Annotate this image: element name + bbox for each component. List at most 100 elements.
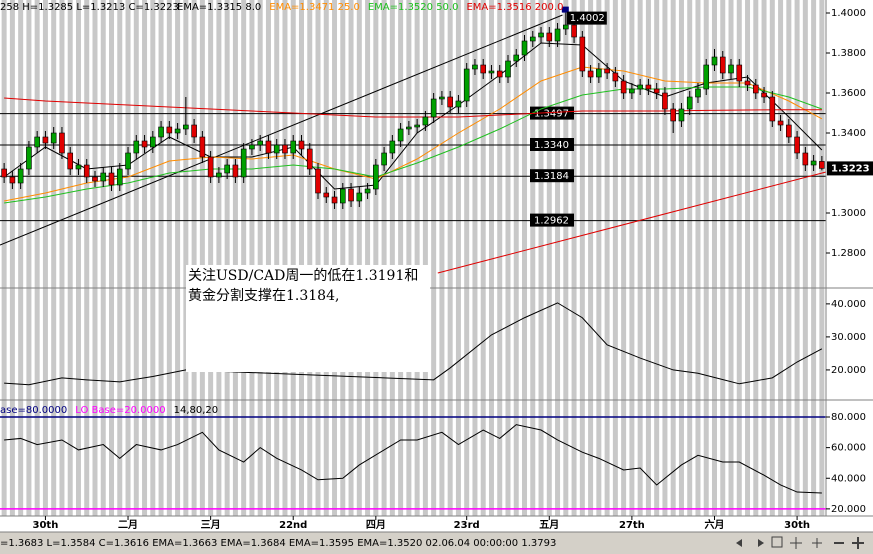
stripe (522, 0, 528, 516)
stripe (332, 0, 338, 516)
candle-body (538, 32, 544, 38)
stripe (59, 0, 65, 516)
stripe (678, 0, 684, 516)
candle-body (216, 172, 222, 178)
indicator-line (4, 424, 822, 494)
stripe (579, 0, 585, 516)
candle-body (389, 140, 396, 154)
zoom-icon[interactable] (771, 536, 783, 548)
annotation-text: 黄金分割支撑在1.3184, (188, 287, 339, 304)
candle-body (50, 132, 57, 144)
stripe (761, 0, 767, 516)
candle-body (744, 80, 751, 86)
stripe (447, 0, 453, 516)
stripe (819, 0, 825, 516)
candle-body (761, 92, 767, 98)
candle-body (662, 92, 668, 110)
stripe (571, 0, 577, 516)
stripe (745, 0, 751, 516)
stripe (232, 0, 238, 516)
x-tick-label: 二月 (118, 519, 138, 531)
candle-body (298, 140, 305, 150)
ema-line (4, 86, 823, 204)
annotation-text: 关注USD/CAD周一的低在1.3191和 (188, 268, 418, 284)
stripe (588, 0, 594, 516)
status-background (0, 532, 873, 554)
stripe (794, 0, 800, 516)
stripe (42, 0, 48, 516)
stripe (406, 0, 412, 516)
ema-line (4, 97, 822, 118)
candle-body (719, 56, 726, 74)
candle-body (356, 192, 363, 202)
stripe (480, 0, 486, 516)
candle-body (150, 136, 156, 148)
stripe (356, 0, 362, 516)
candle-body (455, 100, 462, 108)
stripe (662, 0, 668, 516)
candle-body (786, 124, 792, 138)
stripe (778, 0, 784, 516)
candle-body (422, 116, 429, 126)
stripe (84, 0, 90, 516)
stripe (687, 0, 693, 516)
candle-body (348, 188, 354, 202)
candle-body (686, 96, 693, 110)
zoom-in-icon[interactable] (852, 537, 864, 549)
ema-label: EMA=1.3516 200.0 (466, 2, 563, 13)
status-bar: =1.3683 L=1.3584 C=1.3616 EMA=1.3663 EMA… (0, 531, 873, 554)
candle-body (133, 140, 140, 154)
candle-body (472, 64, 478, 70)
stripe (298, 0, 304, 516)
candle-body (306, 148, 313, 170)
stripe (208, 0, 214, 516)
candle-body (17, 168, 24, 184)
stripe (703, 0, 709, 516)
candle-body (430, 98, 437, 118)
stripe (75, 0, 81, 516)
stripe (455, 0, 461, 516)
x-tick-label: 四月 (366, 519, 386, 531)
high-label-box (566, 11, 607, 25)
candle-body (67, 152, 74, 170)
stripe (513, 0, 519, 516)
stripe (389, 0, 395, 516)
scroll-right-icon[interactable] (758, 539, 764, 547)
stripe (736, 0, 742, 516)
stripe (249, 0, 255, 516)
y-tick-label: 1.3600 (831, 88, 866, 99)
stripe (323, 0, 329, 516)
candle-body (653, 88, 660, 94)
candle-body (579, 36, 586, 72)
candle-body (612, 72, 619, 82)
candle-body (323, 192, 330, 198)
candle-body (703, 64, 710, 90)
scroll-left-icon[interactable] (736, 539, 742, 547)
add-icon[interactable] (812, 538, 822, 548)
stripe (340, 0, 346, 516)
stripe (811, 0, 817, 516)
candle-body (174, 128, 181, 134)
candle-body (364, 188, 371, 194)
ema-label: EMA=1.3520 50.0 (368, 2, 459, 13)
header: 258 H=1.3285 L=1.3213 C=1.3223 EMA=1.331… (0, 2, 563, 416)
candle-body (678, 108, 685, 122)
x-tick-label: 三月 (201, 519, 221, 531)
stripe (596, 0, 602, 516)
candle-body (42, 136, 49, 144)
stripe (67, 0, 73, 516)
candle-body (232, 164, 239, 178)
stripe (629, 0, 635, 516)
stripe (100, 0, 106, 516)
stripe (695, 0, 701, 516)
move-icon[interactable] (790, 537, 802, 549)
candle-body (315, 168, 321, 194)
stripe (802, 0, 808, 516)
candle-body (439, 96, 445, 100)
candle-body (9, 176, 16, 184)
high-marker (561, 6, 569, 13)
candle-body (769, 96, 776, 122)
candle-body (373, 164, 379, 190)
stripe (711, 0, 717, 516)
